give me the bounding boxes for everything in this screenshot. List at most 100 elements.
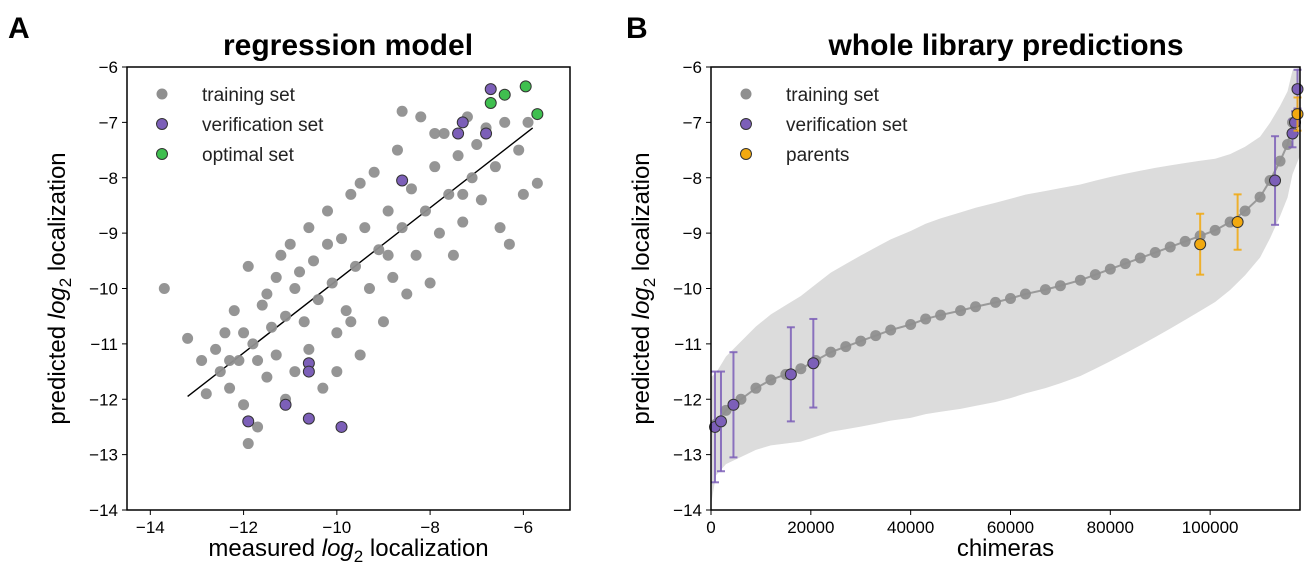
data-point xyxy=(396,222,408,234)
panel-letter: A xyxy=(8,12,30,45)
y-tick-label: −14 xyxy=(673,501,702,520)
legend-label: parents xyxy=(786,145,849,166)
data-point xyxy=(210,343,222,355)
legend-marker xyxy=(156,148,168,160)
data-point xyxy=(840,341,852,353)
data-point xyxy=(714,415,727,428)
data-point xyxy=(387,271,399,283)
axis-label-italic: log xyxy=(322,535,355,562)
legend-label: verification set xyxy=(202,115,324,136)
data-point xyxy=(308,255,320,267)
axis-label-suffix: localization xyxy=(628,152,655,277)
data-point xyxy=(266,321,278,333)
data-point xyxy=(489,161,501,173)
data-point xyxy=(289,366,301,378)
data-point xyxy=(382,249,394,261)
regression-line xyxy=(187,127,534,398)
legend-marker xyxy=(740,148,752,160)
data-point xyxy=(214,366,226,378)
y-tick-label: −9 xyxy=(99,224,118,243)
data-point xyxy=(396,105,408,117)
data-point xyxy=(825,346,837,358)
confidence-band xyxy=(711,67,1300,505)
plot-frame xyxy=(126,66,571,511)
data-point xyxy=(303,343,315,355)
data-point xyxy=(452,150,464,162)
data-point xyxy=(424,277,436,289)
data-point xyxy=(456,116,469,129)
chart-title: regression model xyxy=(223,29,473,62)
legend: training set verification set parents xyxy=(740,85,908,166)
data-point xyxy=(1209,224,1221,236)
data-point xyxy=(396,174,409,187)
data-point xyxy=(443,188,455,200)
data-point xyxy=(1149,247,1161,259)
data-point xyxy=(317,382,329,394)
axis-label-sub: 2 xyxy=(640,278,659,287)
legend-label: optimal set xyxy=(202,145,295,166)
data-point xyxy=(354,177,366,189)
y-tick-label: −13 xyxy=(89,446,118,465)
data-point xyxy=(368,166,380,178)
data-point xyxy=(322,238,334,250)
data-point xyxy=(331,327,343,339)
data-point xyxy=(242,260,254,272)
data-point xyxy=(373,244,385,256)
axis-label-prefix: predicted xyxy=(44,319,71,424)
data-point xyxy=(1134,252,1146,264)
y-tick-label: −6 xyxy=(99,58,118,77)
y-tick-label: −8 xyxy=(99,169,118,188)
data-point xyxy=(499,116,511,128)
data-point xyxy=(457,216,469,228)
x-tick-label: −6 xyxy=(514,518,533,537)
data-point xyxy=(438,127,450,139)
data-point xyxy=(224,354,236,366)
legend-label: verification set xyxy=(786,115,908,136)
data-point xyxy=(1231,216,1244,229)
chart-title: whole library predictions xyxy=(827,29,1183,62)
data-point xyxy=(219,327,231,339)
series-verification-set xyxy=(242,83,497,433)
data-point xyxy=(322,205,334,217)
x-tick-label: −12 xyxy=(229,518,258,537)
axis-label-italic: log xyxy=(628,287,655,320)
data-point xyxy=(765,374,777,386)
data-point xyxy=(1291,108,1304,121)
x-tick-label: −10 xyxy=(322,518,351,537)
axis-label-sub: 2 xyxy=(354,547,363,566)
legend-label: training set xyxy=(202,85,296,106)
data-point xyxy=(284,238,296,250)
x-axis-label: measured log2 localization xyxy=(208,535,488,566)
data-point xyxy=(326,277,338,289)
y-tick-label: −10 xyxy=(673,280,702,299)
data-point xyxy=(1239,205,1251,217)
data-point xyxy=(335,420,348,433)
y-tick-label: −11 xyxy=(674,335,702,354)
data-point xyxy=(359,222,371,234)
legend: training set verification set optimal set xyxy=(156,85,324,166)
legend-marker xyxy=(740,118,752,130)
data-point xyxy=(531,177,543,189)
data-point xyxy=(990,296,1002,308)
data-point xyxy=(303,222,315,234)
data-point xyxy=(484,96,497,109)
data-point xyxy=(1274,155,1286,167)
data-point xyxy=(401,288,413,300)
data-point xyxy=(415,111,427,123)
data-point xyxy=(807,357,820,370)
y-tick-label: −10 xyxy=(89,280,118,299)
data-point xyxy=(340,305,352,317)
data-point xyxy=(275,249,287,261)
axis-label-italic: log xyxy=(44,287,71,320)
axis-label-suffix: localization xyxy=(363,535,488,562)
data-point xyxy=(312,294,324,306)
legend-marker xyxy=(156,88,168,100)
data-point xyxy=(280,310,292,322)
series-verification-set xyxy=(708,68,1304,484)
data-point xyxy=(522,116,534,128)
y-tick-label: −14 xyxy=(89,501,118,520)
data-point xyxy=(279,398,292,411)
data-point xyxy=(1089,269,1101,281)
